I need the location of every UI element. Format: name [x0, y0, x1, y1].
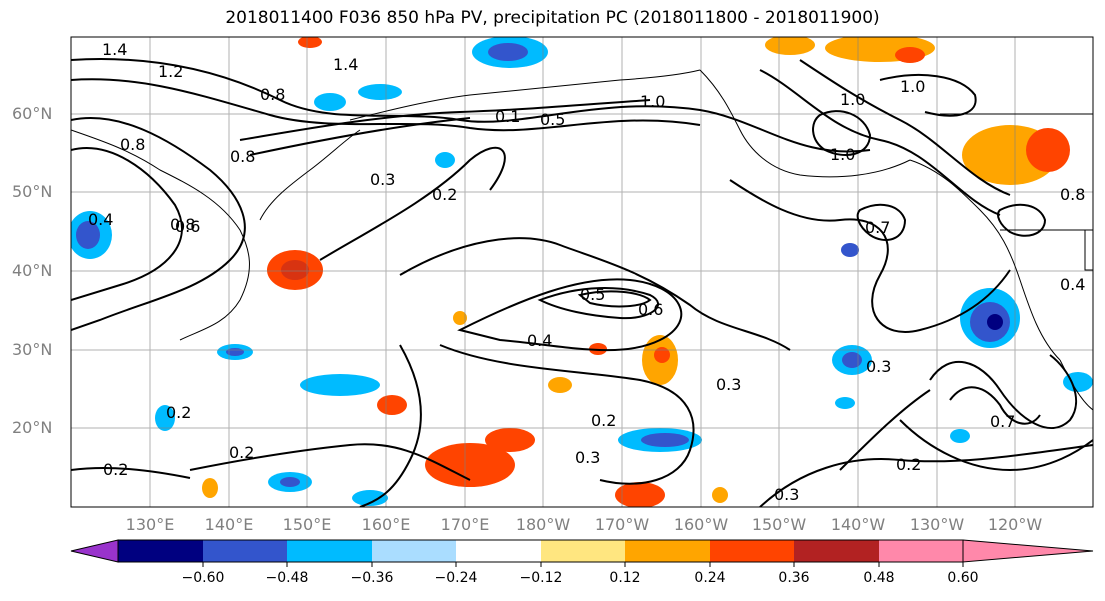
- contour-label: 0.3: [575, 448, 600, 467]
- contour-label: 0.6: [175, 217, 200, 236]
- contour-label: 1.0: [640, 92, 665, 111]
- lon-label: 180°W: [515, 515, 571, 534]
- lon-label: 130°E: [125, 515, 175, 534]
- contour-label: 0.5: [540, 110, 565, 129]
- lat-label: 30°N: [12, 340, 53, 359]
- colorbar-tick: 0.60: [947, 570, 979, 586]
- lon-label: 120°W: [987, 515, 1043, 534]
- pv-contours: [71, 58, 1093, 507]
- contour-label: 0.3: [370, 170, 395, 189]
- lon-label: 150°E: [282, 515, 332, 534]
- contour-label: 0.2: [591, 411, 616, 430]
- contour-label: 0.8: [1060, 185, 1085, 204]
- colorbar: [70, 539, 1094, 567]
- colorbar-tick: −0.12: [519, 570, 563, 586]
- lon-label: 130°W: [909, 515, 965, 534]
- colorbar-tick: −0.48: [265, 570, 309, 586]
- colorbar-tick: 0.24: [694, 570, 726, 586]
- graticule: [71, 37, 1093, 507]
- map-title: 2018011400 F036 850 hPa PV, precipitatio…: [225, 8, 880, 28]
- contour-label: 0.7: [990, 412, 1015, 431]
- contour-label: 1.2: [158, 62, 183, 81]
- lat-label: 20°N: [12, 418, 53, 437]
- lon-label: 140°E: [204, 515, 254, 534]
- contour-label: 0.2: [229, 443, 254, 462]
- contour-label: 0.4: [1060, 275, 1085, 294]
- lon-label: 140°W: [830, 515, 886, 534]
- colorbar-tick: 0.36: [778, 570, 810, 586]
- contour-label: 0.4: [527, 331, 552, 350]
- contour-label: 1.4: [102, 40, 127, 59]
- lat-label: 60°N: [12, 104, 53, 123]
- colorbar-tick: −0.36: [350, 570, 394, 586]
- contour-label: 1.0: [900, 77, 925, 96]
- contour-label-group: 1.4 1.2 0.8 1.4 0.8 0.8 0.3 0.2 0.5 0.1 …: [88, 40, 1085, 504]
- contour-label: 1.4: [333, 55, 358, 74]
- contour-label: 0.3: [866, 357, 891, 376]
- contour-label: 0.2: [103, 460, 128, 479]
- contour-label: 0.2: [166, 403, 191, 422]
- contour-label: 0.4: [88, 210, 113, 229]
- contour-label: 0.3: [774, 485, 799, 504]
- contour-label: 0.1: [495, 107, 520, 126]
- colorbar-tick: 0.48: [863, 570, 895, 586]
- contour-label: 0.8: [170, 215, 195, 234]
- contour-label: 0.3: [716, 375, 741, 394]
- precip-shading: [71, 37, 1093, 507]
- contour-label: 0.8: [230, 147, 255, 166]
- contour-label: 0.8: [120, 135, 145, 154]
- lat-label: 50°N: [12, 182, 53, 201]
- contour-label: 0.6: [638, 300, 663, 319]
- contour-label: 0.2: [896, 455, 921, 474]
- lon-label: 160°W: [673, 515, 729, 534]
- contour-label: 0.7: [865, 218, 890, 237]
- contour-label: 1.0: [830, 145, 855, 164]
- contour-label: 0.8: [260, 85, 285, 104]
- colorbar-tick: −0.60: [181, 570, 225, 586]
- colorbar-tick: −0.24: [434, 570, 478, 586]
- contour-label: 0.2: [432, 185, 457, 204]
- contour-label: 0.5: [580, 285, 605, 304]
- lon-label: 170°W: [594, 515, 650, 534]
- lon-label: 170°E: [440, 515, 490, 534]
- contour-label: 1.0: [840, 90, 865, 109]
- coastlines: [71, 69, 1093, 411]
- lat-label: 40°N: [12, 261, 53, 280]
- lon-label: 150°W: [751, 515, 807, 534]
- colorbar-tick: 0.12: [609, 570, 641, 586]
- lon-label: 160°E: [361, 515, 411, 534]
